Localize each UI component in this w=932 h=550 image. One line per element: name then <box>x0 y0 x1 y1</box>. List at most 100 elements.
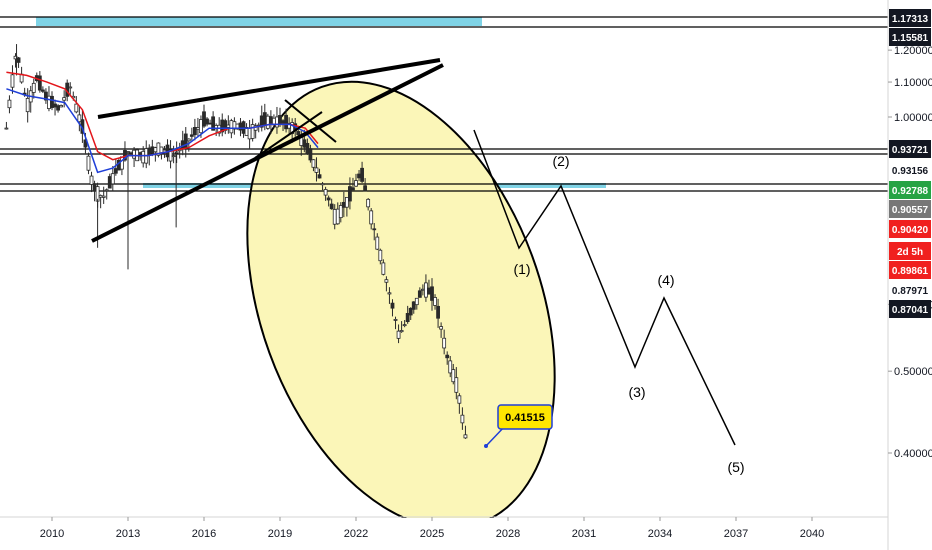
y-tick-label: 1.10000 <box>894 77 932 89</box>
candle-body <box>284 114 288 130</box>
candle-body <box>10 74 15 88</box>
candle-body <box>430 286 434 301</box>
price-label-box <box>889 181 931 199</box>
price-label: 0.90420 <box>892 225 929 236</box>
candle-body <box>375 236 380 250</box>
trend-lines[interactable] <box>91 58 444 243</box>
candle-body <box>311 159 316 168</box>
candle-body <box>372 228 377 231</box>
x-tick-label: 2013 <box>116 528 140 540</box>
y-axis[interactable]: 1.200001.100001.000000.600000.500000.400… <box>887 0 932 550</box>
wave-label: (3) <box>628 384 645 400</box>
price-label-box <box>889 9 931 27</box>
candle-body <box>50 95 54 108</box>
candle-body <box>433 297 437 306</box>
candle-body <box>351 187 355 191</box>
candle-body <box>16 57 21 63</box>
candle-body <box>329 203 334 210</box>
wedge-upper-line[interactable] <box>97 58 441 119</box>
candle-body <box>454 377 459 393</box>
candle-body <box>393 319 398 321</box>
price-label: 0.92788 <box>892 186 929 197</box>
x-tick-label: 2031 <box>572 528 596 540</box>
price-label: 1.15581 <box>892 33 929 44</box>
price-label-box <box>889 200 931 218</box>
candle-body <box>196 127 200 130</box>
wedge-lower-line[interactable] <box>91 63 444 243</box>
candle-body <box>344 196 349 208</box>
candle-body <box>308 148 313 161</box>
candle-body <box>153 147 158 153</box>
x-axis[interactable]: 2010 2013 2016 2019 2022 2025 2028 2031 2034 2037… <box>0 516 888 550</box>
wave-projection-path[interactable] <box>473 129 736 446</box>
x-tick-label: 2025 <box>420 528 444 540</box>
candle-body <box>107 176 112 189</box>
breakout-marker-line[interactable] <box>254 111 323 159</box>
candle-body <box>354 180 358 187</box>
candle-body <box>451 369 456 383</box>
candle-body <box>31 82 36 93</box>
target-price-callout: 0.41515 <box>484 404 553 448</box>
candle-body <box>320 183 325 186</box>
price-label: 0.90557 <box>892 205 929 216</box>
price-label-box <box>889 261 931 279</box>
candle-body <box>104 189 109 192</box>
candle-body <box>192 127 197 136</box>
y-tick-label: 1.00000 <box>894 112 932 124</box>
candle-body <box>262 112 267 127</box>
candle-body <box>268 116 273 124</box>
candle-body <box>37 75 42 91</box>
candle-body <box>305 142 310 155</box>
y-tick-label: 0.50000 <box>894 366 932 378</box>
candle-body <box>275 116 279 128</box>
candle-body <box>414 297 419 306</box>
candle-body <box>56 105 60 111</box>
candle-body <box>399 330 404 333</box>
candle-body <box>62 97 67 101</box>
candle-body <box>25 98 30 113</box>
elliott-wave-projection[interactable]: (1) (2) (3) (4) (5) <box>473 129 745 475</box>
wave-label: (2) <box>552 153 569 169</box>
candle-body <box>141 150 146 164</box>
candle-body <box>4 127 9 130</box>
candle-body <box>98 195 103 198</box>
candle-body <box>211 116 216 131</box>
candle-body <box>378 249 383 262</box>
candle-body <box>396 330 401 339</box>
target-point <box>484 444 488 448</box>
candle-body <box>171 155 176 158</box>
candle-body <box>296 131 301 136</box>
candle-body <box>59 105 64 108</box>
candle-body <box>208 122 212 125</box>
price-label: 2d 5h <box>897 247 923 258</box>
candle-body <box>229 120 234 134</box>
candle-body <box>460 414 465 424</box>
candle-body <box>265 115 270 129</box>
y-tick-label: 1.20000 <box>894 45 932 57</box>
candle-body <box>7 99 12 109</box>
candle-body <box>402 324 407 327</box>
candle-body <box>47 95 51 109</box>
candle-body <box>314 167 319 173</box>
y-tick-label: 0.40000 <box>894 448 932 460</box>
candle-body <box>369 210 374 225</box>
price-label-box <box>889 281 931 299</box>
x-tick-label: 2016 <box>192 528 216 540</box>
candle-body <box>317 174 322 179</box>
candle-body <box>101 195 106 198</box>
price-label-box <box>889 220 931 238</box>
candle-body <box>448 360 453 374</box>
candle-body <box>390 302 395 309</box>
candle-body <box>40 89 45 92</box>
candle-body <box>77 114 82 123</box>
price-label: 0.87971 <box>892 286 929 297</box>
candle-body <box>202 111 206 127</box>
wave-label: (4) <box>657 272 674 288</box>
candle-body <box>427 287 431 295</box>
candle-body <box>238 122 243 131</box>
x-tick-label: 2010 <box>40 528 64 540</box>
candle-body <box>250 124 255 139</box>
candle-body <box>302 139 307 148</box>
candle-body <box>186 138 191 142</box>
